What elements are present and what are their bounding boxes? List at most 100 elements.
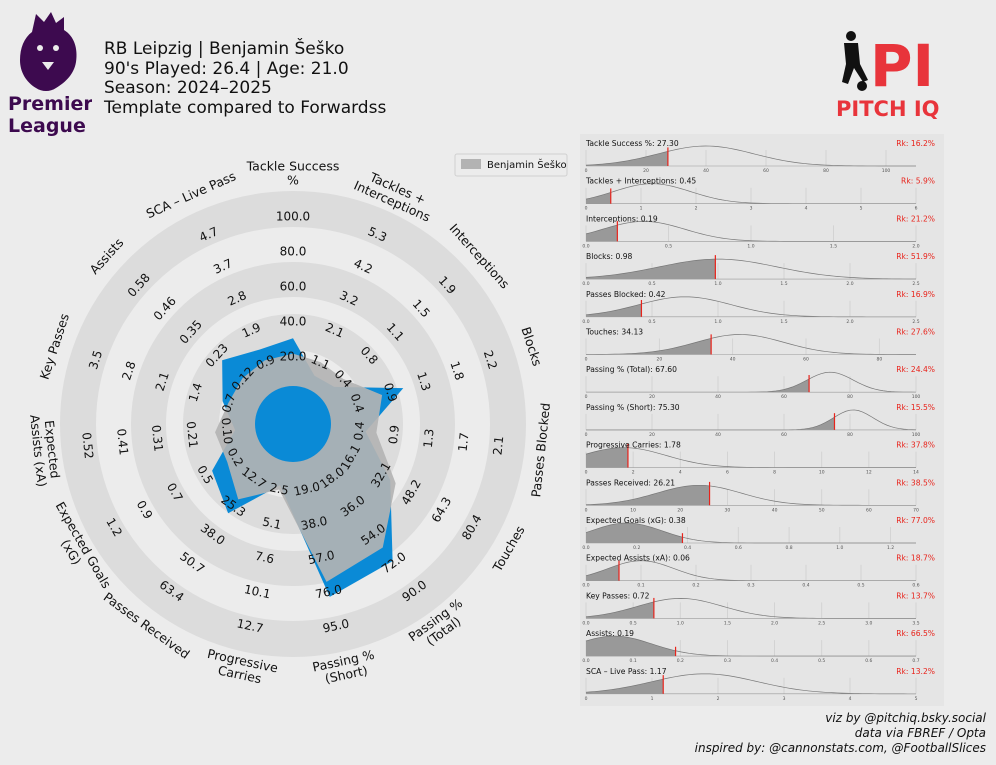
premier-league-line2: League [8, 115, 86, 136]
radar-tick-label: 2.2 [481, 349, 500, 371]
distribution-tick-label: 0.2 [677, 658, 684, 664]
distribution-panel: 0.0 0.5 1.0 1.5 2.0 2.5 Passes Blocked: 0.42 Rk… [582, 290, 935, 325]
radar-axis-label: Blocks [518, 325, 545, 368]
distribution-tick-label: 100 [912, 394, 921, 400]
distribution-tick-label: 20 [677, 507, 683, 513]
header-template: Template compared to Forwardss [104, 97, 387, 118]
distribution-tick-label: 1.0 [714, 319, 721, 325]
footer-inspired-credit: inspired by: @cannonstats.com, @Football… [694, 741, 986, 755]
pitch-iq-text: PITCH IQ [836, 97, 940, 121]
distribution-title: Passing % (Short): 75.30 [586, 403, 680, 412]
distribution-tick-label: 4 [679, 470, 682, 476]
distribution-tick-label: 0.0 [582, 545, 589, 551]
distribution-tick-label: 0.0 [582, 319, 589, 325]
distribution-title: Tackle Success %: 27.30 [585, 139, 679, 148]
distribution-panel: 0.0 0.5 1.0 1.5 2.0 2.5 Blocks: 0.98 Rk: 51.9% [582, 252, 935, 287]
distribution-tick-label: 2.5 [912, 281, 919, 287]
distribution-rank: Rk: 77.0% [896, 516, 935, 525]
radar-tick-label: 2.8 [119, 359, 138, 381]
distribution-tick-label: 0 [585, 470, 588, 476]
distribution-fill [586, 338, 712, 355]
distribution-fill [586, 564, 619, 581]
radar-tick-label: 0.7 [219, 392, 238, 414]
distribution-title: Passing % (Total): 67.60 [586, 365, 677, 374]
distribution-tick-label: 0 [585, 206, 588, 212]
radar-tick-label: 0.9 [386, 424, 402, 444]
distribution-fill [586, 523, 683, 543]
distribution-tick-label: 14 [913, 470, 919, 476]
radar-axis-label-line: Tackle Success [246, 159, 340, 174]
distribution-tick-label: 1 [640, 206, 643, 212]
distribution-tick-label: 0.0 [582, 620, 589, 626]
distribution-tick-label: 80 [823, 168, 829, 174]
distribution-fill [586, 192, 611, 204]
distribution-tick-label: 0.1 [630, 658, 637, 664]
distribution-tick-label: 0 [585, 357, 588, 363]
distribution-fill [586, 379, 810, 393]
distribution-tick-label: 40 [772, 507, 778, 513]
distribution-tick-label: 4 [805, 206, 808, 212]
distribution-tick-label: 6 [726, 470, 729, 476]
distribution-title: Interceptions: 0.19 [586, 214, 658, 223]
distribution-tick-label: 0 [585, 507, 588, 513]
distribution-tick-label: 6 [915, 206, 918, 212]
distribution-tick-label: 0 [585, 432, 588, 438]
pitch-iq-logo: PI PITCH IQ [832, 28, 952, 124]
radar-tick-label: 0.4 [351, 421, 367, 441]
distribution-tick-label: 2 [632, 470, 635, 476]
distribution-tick-label: 5 [860, 206, 863, 212]
distribution-tick-label: 0.6 [865, 658, 872, 664]
distribution-tick-label: 70 [913, 507, 919, 513]
radar-tick-label: 38.0 [300, 514, 329, 533]
distribution-fill [586, 259, 716, 280]
distribution-curve [585, 334, 917, 355]
distribution-tick-label: 1.5 [780, 281, 787, 287]
distribution-title: Blocks: 0.98 [586, 252, 633, 261]
distribution-panel: 0 1 2 3 4 5 6 Tackles + Interceptions: 0.45 Rk: … [585, 177, 935, 212]
distribution-tick-label: 0.0 [582, 243, 589, 249]
distribution-tick-label: 0.4 [802, 583, 809, 589]
radar-ring-band [131, 262, 455, 586]
distribution-tick-label: 40 [715, 432, 721, 438]
distribution-title: SCA – Live Pass: 1.17 [586, 667, 667, 676]
distribution-title: Key Passes: 0.72 [586, 591, 650, 600]
radar-tick-label: 0.41 [114, 428, 131, 456]
radar-tick-label: 20.0 [280, 350, 307, 364]
distribution-rank: Rk: 15.5% [896, 403, 935, 412]
distribution-curve [585, 258, 917, 280]
distribution-fill [586, 151, 668, 166]
distribution-panel: 0.0 0.1 0.2 0.3 0.4 0.5 0.6 0.7 Assists: 0.19 Rk:… [582, 629, 935, 664]
distribution-fill [586, 636, 676, 657]
radar-tick-label: 3.5 [86, 349, 105, 371]
distribution-tick-label: 0.6 [912, 583, 919, 589]
radar-tick-label: 7.6 [254, 549, 276, 567]
distribution-tick-label: 3.0 [865, 620, 872, 626]
radar-tick-label: 0.4 [348, 392, 367, 414]
distribution-panel: 0 20 40 60 80 Touches: 34.13 Rk: 27.6% [585, 328, 935, 363]
radar-tick-label: 2.1 [153, 370, 172, 392]
pitch-iq-mark: PI [870, 32, 934, 100]
radar-tick-label: 57.0 [307, 548, 336, 567]
distribution-tick-label: 1.0 [677, 620, 684, 626]
distribution-tick-label: 0.4 [684, 545, 691, 551]
radar-tick-label: 0.31 [149, 424, 166, 452]
distribution-tick-label: 0.3 [724, 658, 731, 664]
distribution-tick-label: 0.5 [630, 620, 637, 626]
radar-tick-label: 1.4 [186, 381, 205, 403]
distribution-tick-label: 0 [585, 696, 588, 702]
distribution-rank: Rk: 18.7% [896, 554, 935, 563]
distribution-panel: 0 20 40 60 80 100 Tackle Success %: 27.30 Rk: 1… [585, 139, 935, 174]
distribution-panel: 0 2 4 6 8 10 12 14 Progressive Carries: 1.78 Rk: … [585, 441, 935, 476]
distribution-panel: 0.0 0.5 1.0 1.5 2.0 Interceptions: 0.19 Rk: 21… [582, 214, 935, 249]
distribution-rank: Rk: 16.9% [896, 290, 935, 299]
distribution-panel: 0.0 0.5 1.0 1.5 2.0 2.5 3.0 3.5 Key Passes: 0.72… [582, 591, 935, 626]
distribution-panel: 0.0 0.1 0.2 0.3 0.4 0.5 0.6 Expected Assists (x… [582, 554, 935, 589]
distribution-tick-label: 1.0 [714, 281, 721, 287]
distribution-tick-label: 0.1 [637, 583, 644, 589]
distribution-tick-label: 80 [847, 394, 853, 400]
distribution-tick-label: 50 [819, 507, 825, 513]
distribution-tick-label: 80 [847, 432, 853, 438]
distribution-tick-label: 2.0 [846, 319, 853, 325]
distribution-tick-label: 20 [649, 394, 655, 400]
